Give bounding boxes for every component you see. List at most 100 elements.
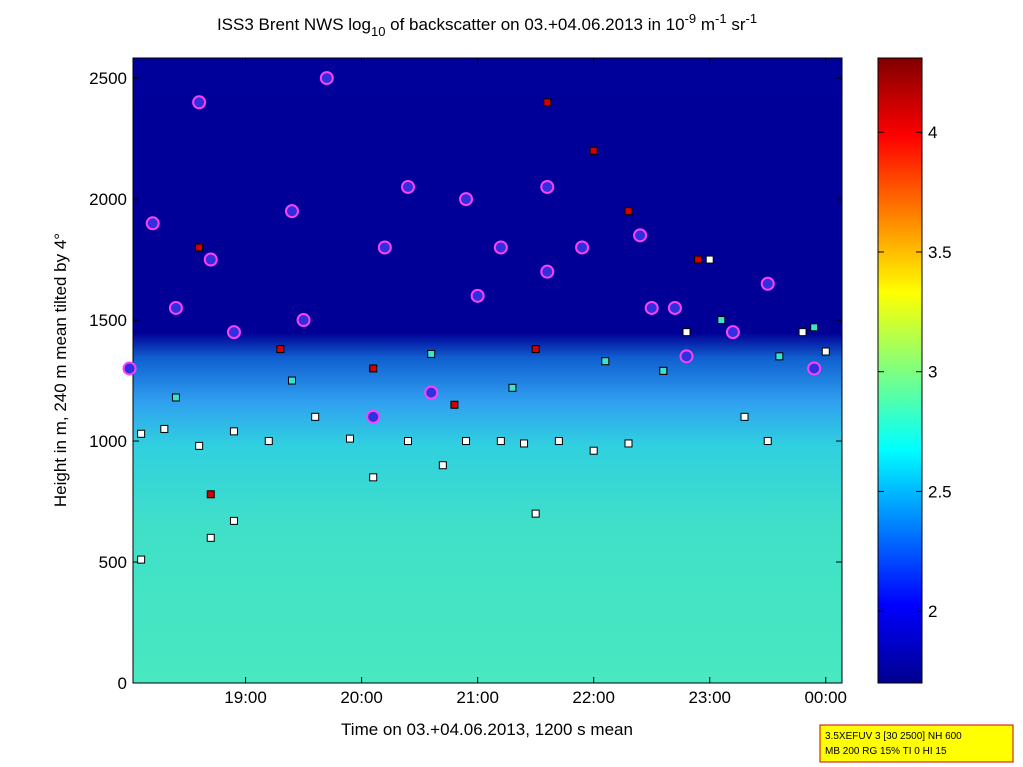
colorbar-tick-label: 3 [928, 363, 937, 382]
annotation: MB 200 RG 15% TI 0 HI 15 [825, 746, 947, 757]
square-marker [496, 437, 505, 446]
square-marker [195, 243, 204, 252]
y-tick-label: 1000 [89, 432, 127, 451]
square-marker [462, 437, 471, 446]
circle-marker [725, 325, 740, 340]
square-marker [229, 516, 238, 525]
square-marker [798, 328, 807, 337]
circle-marker [807, 361, 822, 376]
title-part: m [696, 15, 715, 34]
circle-marker [667, 300, 682, 315]
square-marker [624, 439, 633, 448]
square-marker [160, 424, 169, 433]
annotation-box [819, 724, 1014, 763]
y-axis-label: Height in m, 240 m mean tilted by 4° [51, 233, 70, 507]
square-marker [659, 366, 668, 375]
colorbar-tick-label: 3.5 [928, 243, 952, 262]
circle-marker [644, 300, 659, 315]
square-marker [427, 349, 436, 358]
square-marker [438, 461, 447, 470]
square-marker [682, 328, 691, 337]
circle-marker [493, 240, 508, 255]
title-sup: -1 [715, 11, 727, 26]
square-marker [589, 146, 598, 155]
square-marker [450, 400, 459, 409]
circle-marker [145, 216, 160, 231]
square-marker [531, 509, 540, 518]
square-marker [763, 437, 772, 446]
square-marker [171, 393, 180, 402]
x-tick-label: 22:00 [572, 688, 615, 707]
y-tick-label: 2000 [89, 190, 127, 209]
circle-marker [366, 409, 381, 424]
square-marker [264, 437, 273, 446]
circle-marker [284, 204, 299, 219]
square-marker [543, 98, 552, 107]
circle-marker [760, 276, 775, 291]
circle-marker [168, 300, 183, 315]
square-marker [821, 347, 830, 356]
x-tick-label: 21:00 [456, 688, 499, 707]
square-marker [276, 345, 285, 354]
square-marker [229, 427, 238, 436]
square-marker [694, 255, 703, 264]
square-marker [508, 383, 517, 392]
title-sub: 10 [371, 24, 385, 39]
x-axis-label: Time on 03.+04.06.2013, 1200 s mean [341, 720, 633, 739]
title-part: of backscatter on 03.+04.06.2013 in 10 [385, 15, 684, 34]
square-marker [740, 412, 749, 421]
circle-marker [401, 179, 416, 194]
x-tick-label: 23:00 [688, 688, 731, 707]
title-sup: -1 [745, 11, 757, 26]
circle-marker [424, 385, 439, 400]
circle-marker [296, 313, 311, 328]
square-marker [520, 439, 529, 448]
square-marker [531, 345, 540, 354]
circle-marker [633, 228, 648, 243]
square-marker [206, 490, 215, 499]
y-tick-label: 1500 [89, 311, 127, 330]
x-tick-label: 19:00 [224, 688, 267, 707]
colorbar-tick-label: 4 [928, 123, 937, 142]
colorbar [877, 57, 923, 684]
circle-marker [540, 179, 555, 194]
circle-marker [192, 95, 207, 110]
square-marker [601, 357, 610, 366]
square-marker [206, 533, 215, 542]
title-part: sr [727, 15, 746, 34]
square-marker [137, 429, 146, 438]
square-marker [287, 376, 296, 385]
circle-marker [575, 240, 590, 255]
circle-marker [226, 325, 241, 340]
square-marker [810, 323, 819, 332]
circle-marker [679, 349, 694, 364]
square-marker [404, 437, 413, 446]
square-marker [554, 437, 563, 446]
circle-marker [122, 361, 137, 376]
circle-marker [470, 288, 485, 303]
square-marker [369, 364, 378, 373]
y-tick-label: 2500 [89, 69, 127, 88]
square-marker [589, 446, 598, 455]
x-tick-label: 00:00 [804, 688, 847, 707]
chart-title: ISS3 Brent NWS log10 of backscatter on 0… [217, 11, 757, 39]
circle-marker [319, 71, 334, 86]
backscatter-field [133, 58, 842, 683]
x-tick-label: 20:00 [340, 688, 383, 707]
square-marker [624, 207, 633, 216]
title-sup: -9 [685, 11, 697, 26]
square-marker [775, 352, 784, 361]
title-part: ISS3 Brent NWS log [217, 15, 371, 34]
square-marker [345, 434, 354, 443]
annotation: 3.5XEFUV 3 [30 2500] NH 600 [825, 731, 962, 742]
square-marker [717, 316, 726, 325]
y-tick-label: 0 [118, 674, 127, 693]
y-tick-label: 500 [99, 553, 127, 572]
circle-marker [540, 264, 555, 279]
colorbar-tick-label: 2.5 [928, 482, 952, 501]
circle-marker [459, 192, 474, 207]
colorbar-tick-label: 2 [928, 602, 937, 621]
circle-marker [203, 252, 218, 267]
square-marker [195, 441, 204, 450]
